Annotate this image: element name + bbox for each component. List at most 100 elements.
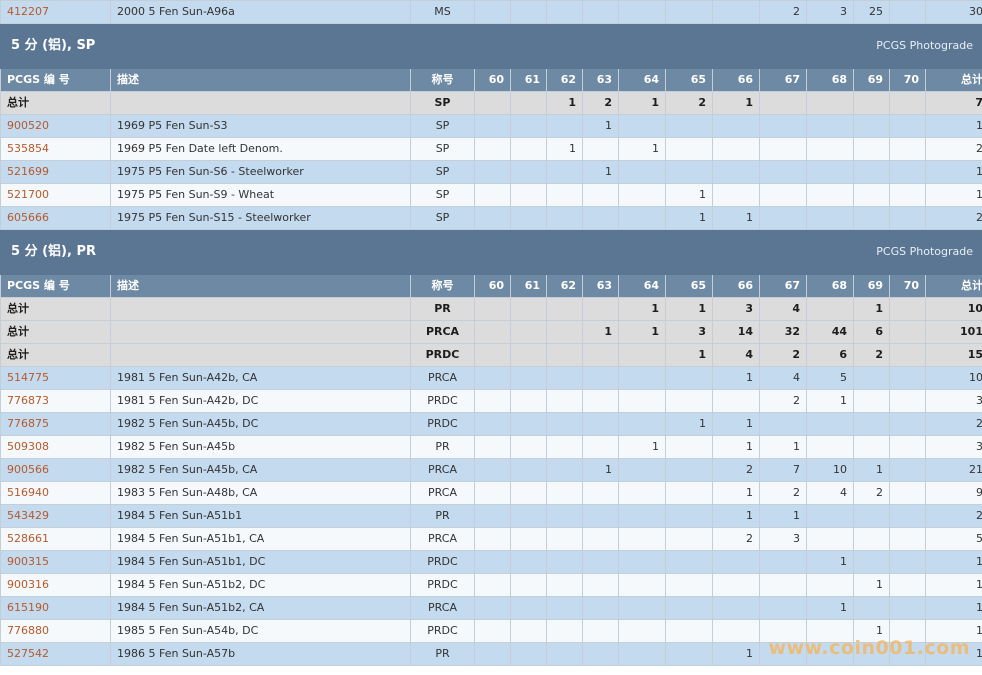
- grade-70-cell: [889, 0, 926, 24]
- section-title: 5 分 (铝), SP: [11, 38, 96, 53]
- header-grade-66[interactable]: 66: [712, 274, 760, 298]
- header-grade-65[interactable]: 65: [665, 274, 713, 298]
- grade-66-cell: 14: [712, 320, 760, 344]
- grade-60-cell: [474, 550, 511, 574]
- grade-66-cell: [712, 114, 760, 138]
- grade-62-cell: [546, 412, 583, 436]
- grade-63-cell: [582, 550, 619, 574]
- pcgs-number-link[interactable]: 527542: [7, 647, 49, 660]
- header-grade-60[interactable]: 60: [474, 68, 511, 92]
- description-cell: 1982 5 Fen Sun-A45b, CA: [110, 458, 411, 482]
- pcgs-number-link[interactable]: 900566: [7, 463, 49, 476]
- header-grade-69[interactable]: 69: [853, 68, 890, 92]
- header-grade-67[interactable]: 67: [759, 274, 807, 298]
- pcgs-number-link[interactable]: 615190: [7, 601, 49, 614]
- header-grade-60[interactable]: 60: [474, 274, 511, 298]
- grade-66-cell: 1: [712, 91, 760, 115]
- designation-cell: PRDC: [410, 389, 475, 413]
- header-grade-64[interactable]: 64: [618, 274, 666, 298]
- grade-67-cell: 7: [759, 458, 807, 482]
- grade-62-cell: [546, 481, 583, 505]
- pcgs-number-link[interactable]: 412207: [7, 5, 49, 18]
- pcgs-number-link[interactable]: 776880: [7, 624, 49, 637]
- total-cell: 21: [925, 458, 982, 482]
- grade-67-cell: [759, 91, 807, 115]
- header-grade-61[interactable]: 61: [510, 274, 547, 298]
- header-grade-66[interactable]: 66: [712, 68, 760, 92]
- pcgs-number-link[interactable]: 514775: [7, 371, 49, 384]
- pcgs-number-cell: 528661: [0, 527, 111, 551]
- grade-63-cell: [582, 596, 619, 620]
- grade-67-cell: [759, 619, 807, 643]
- grade-60-cell: [474, 297, 511, 321]
- header-designation[interactable]: 称号: [410, 274, 475, 298]
- header-grade-63[interactable]: 63: [582, 68, 619, 92]
- grade-60-cell: [474, 160, 511, 184]
- pcgs-number-link[interactable]: 535854: [7, 142, 49, 155]
- header-pcgs-number[interactable]: PCGS 编 号: [0, 68, 111, 92]
- header-pcgs-number[interactable]: PCGS 编 号: [0, 274, 111, 298]
- photograde-link[interactable]: PCGS Photograde: [876, 245, 973, 258]
- grade-70-cell: [889, 343, 926, 367]
- header-total[interactable]: 总计: [925, 274, 982, 298]
- header-grade-64[interactable]: 64: [618, 68, 666, 92]
- grade-61-cell: [510, 435, 547, 459]
- grade-66-cell: [712, 596, 760, 620]
- header-total[interactable]: 总计: [925, 68, 982, 92]
- pcgs-number-link[interactable]: 516940: [7, 486, 49, 499]
- header-grade-70[interactable]: 70: [889, 274, 926, 298]
- grade-60-cell: [474, 0, 511, 24]
- pcgs-number-cell: 615190: [0, 596, 111, 620]
- grade-66-cell: 1: [712, 366, 760, 390]
- header-designation[interactable]: 称号: [410, 68, 475, 92]
- grade-60-cell: [474, 366, 511, 390]
- pcgs-number-link[interactable]: 543429: [7, 509, 49, 522]
- grade-61-cell: [510, 619, 547, 643]
- grade-67-cell: [759, 160, 807, 184]
- grade-65-cell: 1: [665, 343, 713, 367]
- photograde-link[interactable]: PCGS Photograde: [876, 39, 973, 52]
- header-grade-65[interactable]: 65: [665, 68, 713, 92]
- grade-67-cell: 4: [759, 366, 807, 390]
- pcgs-number-link[interactable]: 900520: [7, 119, 49, 132]
- header-grade-63[interactable]: 63: [582, 274, 619, 298]
- grade-63-cell: [582, 435, 619, 459]
- pcgs-number-cell: 776880: [0, 619, 111, 643]
- description-cell: 1984 5 Fen Sun-A51b2, CA: [110, 596, 411, 620]
- pcgs-number-link[interactable]: 776873: [7, 394, 49, 407]
- grade-60-cell: [474, 481, 511, 505]
- pcgs-number-link[interactable]: 900316: [7, 578, 49, 591]
- section-title: 5 分 (铝), PR: [11, 244, 96, 259]
- grade-68-cell: 4: [806, 481, 854, 505]
- header-grade-68[interactable]: 68: [806, 274, 854, 298]
- grade-64-cell: [618, 596, 666, 620]
- header-grade-69[interactable]: 69: [853, 274, 890, 298]
- pcgs-number-link[interactable]: 521700: [7, 188, 49, 201]
- header-grade-68[interactable]: 68: [806, 68, 854, 92]
- header-grade-67[interactable]: 67: [759, 68, 807, 92]
- pcgs-number-cell: 605666: [0, 206, 111, 230]
- total-label: 总计: [0, 297, 111, 321]
- header-description[interactable]: 描述: [110, 68, 411, 92]
- pcgs-number-link[interactable]: 528661: [7, 532, 49, 545]
- grade-69-cell: [853, 435, 890, 459]
- header-description[interactable]: 描述: [110, 274, 411, 298]
- pcgs-number-link[interactable]: 605666: [7, 211, 49, 224]
- pcgs-number-link[interactable]: 509308: [7, 440, 49, 453]
- header-grade-70[interactable]: 70: [889, 68, 926, 92]
- pcgs-number-link[interactable]: 900315: [7, 555, 49, 568]
- grade-64-cell: [618, 619, 666, 643]
- description-cell: 1981 5 Fen Sun-A42b, CA: [110, 366, 411, 390]
- pcgs-number-link[interactable]: 776875: [7, 417, 49, 430]
- grade-68-cell: [806, 573, 854, 597]
- header-grade-62[interactable]: 62: [546, 68, 583, 92]
- pcgs-number-link[interactable]: 521699: [7, 165, 49, 178]
- header-grade-61[interactable]: 61: [510, 68, 547, 92]
- grade-70-cell: [889, 619, 926, 643]
- header-grade-62[interactable]: 62: [546, 274, 583, 298]
- description-cell: [110, 343, 411, 367]
- total-cell: 1: [925, 573, 982, 597]
